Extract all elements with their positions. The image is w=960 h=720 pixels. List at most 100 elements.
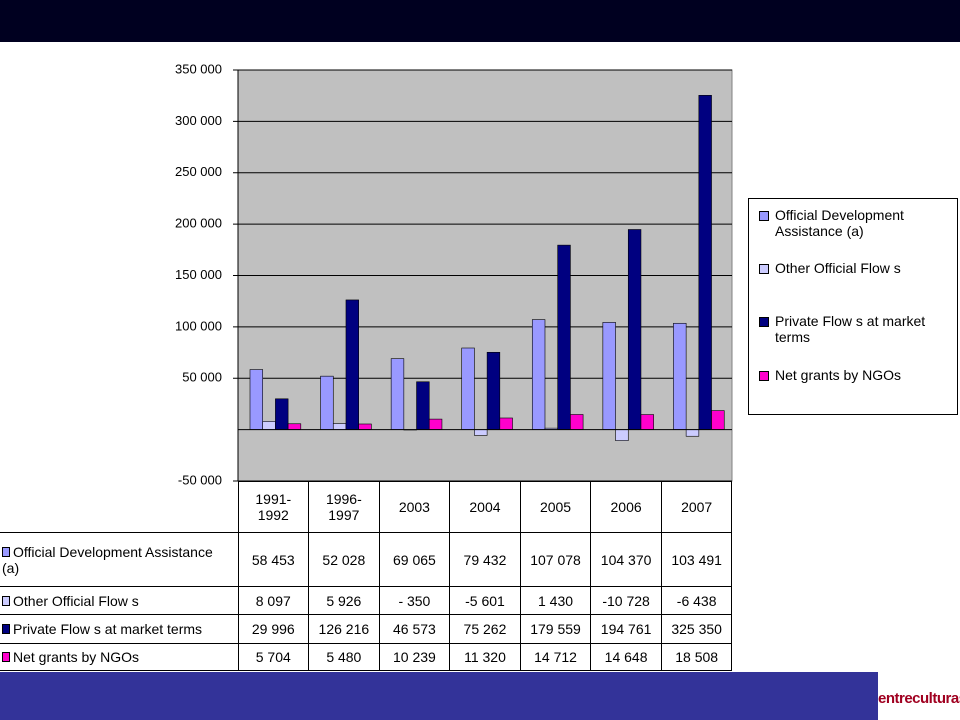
bar	[320, 375, 334, 430]
bar	[499, 417, 513, 430]
table-row: Private Flow s at market terms 29 996 126 …	[0, 614, 733, 644]
row-label-cell: Net grants by NGOs	[0, 643, 239, 671]
y-tick-label: 150 000	[175, 267, 222, 282]
y-tick-label: 350 000	[175, 61, 222, 76]
bar	[345, 299, 359, 430]
category-cell: 2007	[660, 481, 733, 533]
bar	[358, 423, 372, 430]
value-cell: 69 065	[378, 532, 451, 587]
category-cell: 1996-1997	[308, 481, 380, 533]
category-cell: 2005	[519, 481, 592, 533]
legend-label: Net grants by NGOs	[775, 367, 902, 383]
y-tick-label: 100 000	[175, 318, 222, 333]
top-band	[0, 0, 960, 42]
bar	[416, 381, 430, 430]
table-row: Other Official Flow s 8 097 5 926- 350 -5 6…	[0, 586, 733, 615]
legend-key	[2, 624, 10, 634]
bar	[557, 244, 571, 430]
bar	[640, 414, 654, 430]
value-cell: 5 704	[237, 643, 310, 671]
legend-swatch	[759, 264, 769, 274]
category-cell: 2006	[590, 481, 662, 533]
row-label: Private Flow s at market terms	[13, 621, 203, 637]
value-cell: 29 996	[237, 614, 310, 644]
bar	[486, 351, 501, 430]
y-tick-label: 250 000	[175, 164, 222, 179]
value-cell: 126 216	[308, 614, 380, 644]
bar	[531, 319, 546, 430]
bar	[615, 429, 629, 441]
bar	[249, 369, 264, 430]
category-cell: 2003	[378, 481, 451, 533]
bar	[673, 322, 687, 430]
value-cell: 8 097	[237, 586, 310, 615]
y-tick-label: 300 000	[175, 113, 222, 128]
value-cell: 58 453	[237, 532, 310, 587]
legend-swatch	[759, 317, 769, 327]
row-label-cell: Private Flow s at market terms	[0, 614, 239, 644]
data-table: 1991-1992 1996-1997 2003 2004 2005 2006 2007 Of…	[0, 481, 733, 671]
bar	[711, 410, 725, 430]
category-cell: 2004	[449, 481, 521, 533]
legend-entry: Other Official Flow s	[759, 260, 949, 276]
y-tick-label: 50 000	[182, 370, 222, 385]
value-cell: 107 078	[519, 532, 592, 587]
bar	[262, 421, 276, 430]
logo-box: entreculturas	[878, 672, 960, 720]
bar	[428, 418, 443, 430]
bar	[698, 95, 712, 430]
y-tick-label: 200 000	[175, 216, 222, 231]
value-cell: 325 350	[660, 614, 733, 644]
table-row: Net grants by NGOs 5 704 5 480 10 239 11 320…	[0, 643, 733, 671]
value-cell: -6 438	[660, 586, 733, 615]
row-label: Other Official Flow s	[13, 592, 139, 609]
value-cell: -5 601	[449, 586, 521, 615]
legend-label: Official Development Assistance (a)	[775, 207, 904, 239]
bar	[474, 429, 488, 436]
value-cell: -10 728	[590, 586, 662, 615]
bar	[390, 358, 405, 430]
bottom-band	[0, 672, 960, 720]
legend-label: Other Official Flow s	[775, 260, 901, 276]
row-label: Official Development Assistance (a)	[2, 543, 213, 576]
bar	[570, 414, 584, 430]
value-cell: 18 508	[660, 643, 733, 671]
value-cell: 14 712	[519, 643, 592, 671]
value-cell: 5 480	[308, 643, 380, 671]
value-cell: - 350	[378, 586, 451, 615]
bar	[461, 347, 475, 430]
table-row: Official Development Assistance (a) 58 45…	[0, 532, 733, 587]
value-cell: 10 239	[378, 643, 451, 671]
value-cell: 103 491	[660, 532, 733, 587]
legend-label: Private Flow s at market terms	[775, 313, 926, 345]
value-cell: 1 430	[519, 586, 592, 615]
logo-text: entreculturas	[878, 690, 960, 707]
legend: Official Development Assistance (a) Other…	[748, 198, 958, 415]
value-cell: 194 761	[590, 614, 662, 644]
bar	[602, 322, 616, 430]
value-cell: 52 028	[308, 532, 380, 587]
bar	[332, 423, 347, 430]
value-cell: 14 648	[590, 643, 662, 671]
value-cell: 179 559	[519, 614, 592, 644]
bar	[287, 423, 302, 430]
header-row: 1991-1992 1996-1997 2003 2004 2005 2006 2007	[0, 481, 733, 533]
category-cell: 1991-1992	[237, 481, 310, 533]
legend-key	[2, 546, 10, 557]
legend-entry: Net grants by NGOs	[759, 367, 949, 383]
legend-swatch	[759, 211, 769, 221]
bar	[685, 429, 700, 437]
corner-cell	[0, 481, 239, 533]
value-cell: 75 262	[449, 614, 521, 644]
row-label: Net grants by NGOs	[13, 649, 140, 665]
legend-key	[2, 652, 10, 662]
legend-key	[2, 595, 10, 606]
legend-entry: Official Development Assistance (a)	[759, 207, 949, 239]
row-label-cell: Other Official Flow s	[0, 586, 239, 615]
value-cell: 11 320	[449, 643, 521, 671]
legend-entry: Private Flow s at market terms	[759, 313, 949, 345]
value-cell: 46 573	[378, 614, 451, 644]
bar	[627, 229, 642, 430]
